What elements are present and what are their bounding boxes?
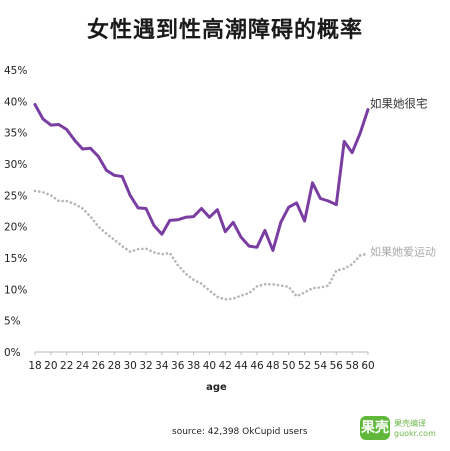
guokr-badge-icon: 果壳 [360, 416, 390, 440]
x-tick-label: 60 [361, 360, 374, 372]
guokr-logo-line2: guokr.com [394, 429, 436, 438]
y-tick-label: 25% [4, 190, 27, 202]
chart-title: 女性遇到性高潮障碍的概率 [86, 18, 363, 43]
x-tick-label: 54 [314, 360, 328, 372]
x-tick-label: 18 [28, 360, 41, 372]
y-tick-label: 5% [4, 316, 21, 328]
x-tick-label: 50 [282, 360, 295, 372]
guokr-logo-line1: 果壳编译 [394, 419, 426, 428]
y-tick-label: 20% [4, 222, 27, 234]
guokr-logo: 果壳 果壳编译 guokr.com [360, 416, 444, 442]
x-tick-label: 46 [250, 360, 264, 372]
x-tick-label: 22 [60, 360, 73, 372]
y-tick-label: 10% [4, 284, 27, 296]
y-tick-label: 35% [4, 128, 27, 140]
x-tick-label: 38 [187, 360, 200, 372]
x-tick-label: 44 [234, 360, 248, 372]
series-line-1 [33, 103, 370, 252]
x-tick-label: 20 [44, 360, 57, 372]
x-tick-label: 52 [298, 360, 311, 372]
x-tick-label: 36 [171, 360, 185, 372]
legend-label-1: 如果她很宅 [370, 96, 428, 110]
y-tick-label: 45% [4, 65, 27, 77]
y-tick-label: 15% [4, 253, 27, 265]
x-tick-label: 58 [345, 360, 358, 372]
x-tick-label: 56 [330, 360, 344, 372]
y-tick-label: 40% [4, 96, 27, 108]
x-tick-label: 26 [92, 360, 106, 372]
x-tick-label: 42 [219, 360, 232, 372]
x-tick-label: 32 [139, 360, 152, 372]
x-axis-label: age [206, 382, 227, 393]
y-tick-label: 30% [4, 159, 27, 171]
series-line-2 [33, 189, 370, 301]
y-tick-label: 0% [4, 347, 21, 359]
x-tick-label: 30 [123, 360, 136, 372]
x-tick-label: 34 [155, 360, 169, 372]
x-tick-label: 24 [76, 360, 90, 372]
x-tick-label: 48 [266, 360, 279, 372]
x-tick-label: 28 [108, 360, 121, 372]
source-note: source: 42,398 OkCupid users [172, 427, 308, 437]
legend-label-2: 如果她爱运动 [370, 245, 436, 259]
x-tick-label: 40 [203, 360, 216, 372]
